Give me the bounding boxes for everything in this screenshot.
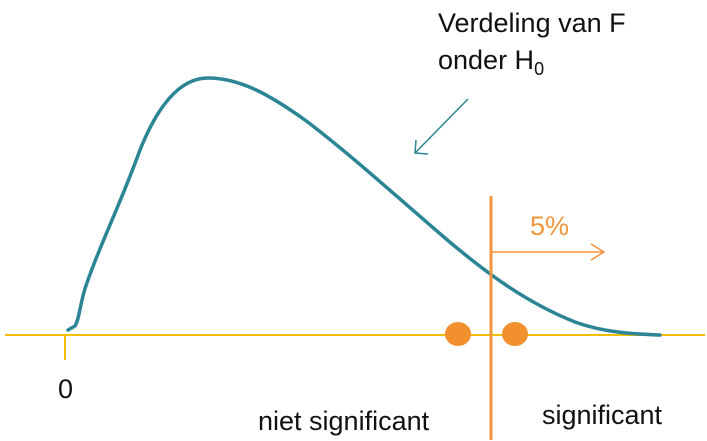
distribution-label-subscript: 0 [534,59,544,79]
zero-label: 0 [58,374,73,404]
significant-label: significant [542,400,663,430]
percent-arrowhead [590,243,606,261]
label-pointer-arrow [414,98,469,154]
percent-label: 5% [530,211,569,241]
label-pointer-arrowhead [414,139,429,155]
distribution-curve [66,76,662,337]
distribution-label-line2-main: onder H [438,45,534,75]
not-significant-label: niet significant [258,406,430,436]
distribution-label-line2: onder H0 [438,45,544,79]
distribution-label-line1: Verdeling van F [438,8,626,38]
observation-dot-significant [502,322,528,346]
observation-dot-nonsignificant [445,322,471,346]
